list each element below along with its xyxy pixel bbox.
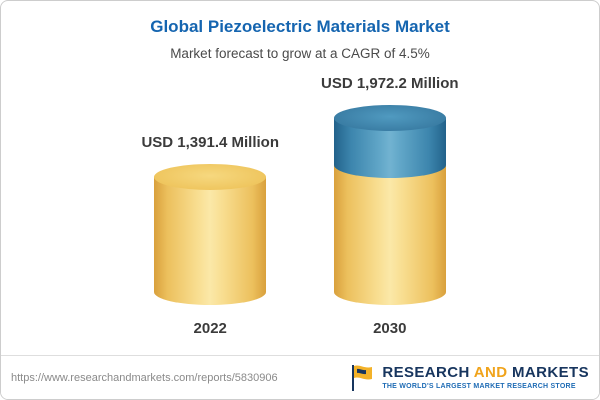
chart-subtitle: Market forecast to grow at a CAGR of 4.5… <box>170 46 430 61</box>
logo-flag-icon <box>352 364 373 391</box>
value-label-2022: USD 1,391.4 Million <box>141 134 279 151</box>
chart-title: Global Piezoelectric Materials Market <box>150 17 450 36</box>
logo-word-research: RESEARCH <box>382 364 470 381</box>
bar-group-2030: USD 1,972.2 Million 2030 <box>321 75 459 337</box>
cylinder-bar-2030 <box>333 105 446 305</box>
chart-area: USD 1,391.4 Million 2022 USD 1,972.2 Mil… <box>1 75 599 337</box>
logo-text-block: RESEARCH AND MARKETS THE WORLD'S LARGEST… <box>382 365 589 390</box>
cylinder-top-ellipse <box>154 164 267 190</box>
cylinder-bar-2022 <box>154 164 267 305</box>
report-url-link[interactable]: https://www.researchandmarkets.com/repor… <box>11 371 278 384</box>
research-and-markets-logo: RESEARCH AND MARKETS THE WORLD'S LARGEST… <box>346 363 589 393</box>
chart-header: Global Piezoelectric Materials Market Ma… <box>1 1 599 61</box>
category-label-2030: 2030 <box>373 320 407 337</box>
cylinder-top-ellipse <box>333 105 446 131</box>
logo-word-and: AND <box>473 364 508 381</box>
category-label-2022: 2022 <box>193 320 227 337</box>
logo-wordmark: RESEARCH AND MARKETS <box>382 365 589 380</box>
logo-word-markets: MARKETS <box>512 364 589 381</box>
cylinder-upper-segment <box>333 105 446 178</box>
footer-bar: https://www.researchandmarkets.com/repor… <box>1 355 599 399</box>
logo-tagline: THE WORLD'S LARGEST MARKET RESEARCH STOR… <box>382 383 576 390</box>
bar-group-2022: USD 1,391.4 Million 2022 <box>141 134 279 337</box>
value-label-2030: USD 1,972.2 Million <box>321 75 459 92</box>
cylinder-body <box>154 177 267 305</box>
